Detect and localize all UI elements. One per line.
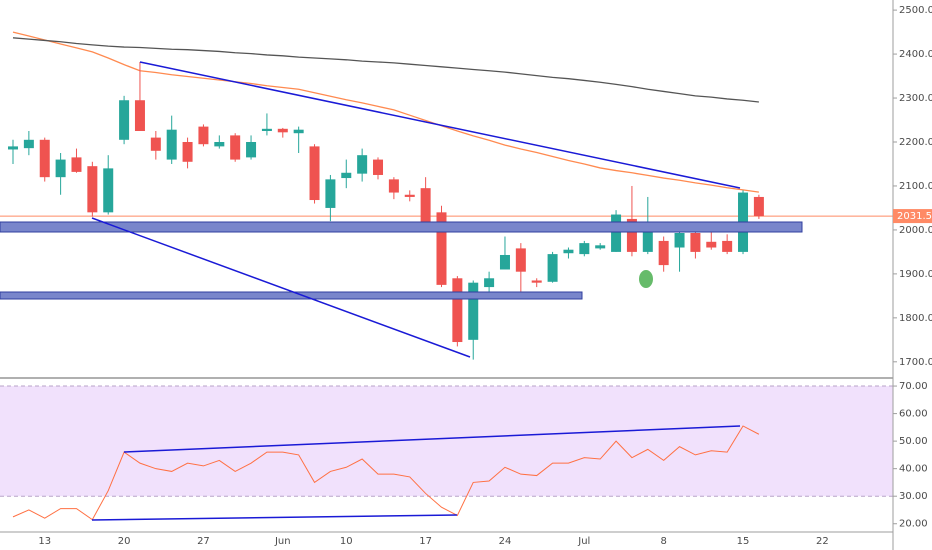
x-tick-label: 10 (340, 536, 353, 547)
candle-body (150, 137, 161, 151)
last-price-tag (893, 209, 932, 224)
price-axis-panel (893, 0, 932, 550)
candle-body (579, 243, 590, 255)
trend-line (139, 61, 741, 189)
support-zone (0, 221, 803, 233)
candle-body (388, 179, 399, 193)
x-tick-label: 8 (660, 536, 666, 547)
candle-body (182, 141, 193, 162)
y-tick-label: 40.00 (899, 464, 928, 475)
trend-line (123, 425, 741, 453)
candle-body (547, 254, 558, 282)
candle-body (55, 159, 66, 178)
drawings (0, 61, 893, 521)
trend-line (91, 217, 471, 358)
candle-body (103, 168, 114, 213)
candle-body (134, 100, 145, 132)
candle-body (452, 278, 463, 343)
y-tick-label: 1800.00 (899, 313, 932, 324)
candle-body (87, 166, 98, 213)
moving-average (12, 31, 759, 193)
candle-body (325, 179, 336, 208)
candle-body (404, 194, 415, 197)
y-tick-label: 50.00 (899, 436, 928, 447)
x-tick-label: Jul (577, 536, 590, 547)
x-tick-label: 20 (118, 536, 131, 547)
y-tick-label: 2500.00 (899, 5, 932, 16)
candle-body (261, 128, 272, 132)
candle-body (595, 245, 606, 249)
trend-line (91, 514, 458, 521)
x-tick-label: 24 (499, 536, 512, 547)
candle-body (611, 214, 622, 252)
candle-body (436, 212, 447, 285)
candle-body (626, 218, 637, 252)
candle-body (166, 129, 177, 160)
candle-body (690, 233, 701, 252)
candle-body (563, 249, 574, 254)
candle-body (753, 196, 764, 217)
candle-body (515, 248, 526, 272)
candle-body (373, 159, 384, 175)
x-tick-label: Jun (274, 536, 291, 547)
rsi-band (0, 386, 893, 497)
x-tick-label: 13 (38, 536, 51, 547)
y-tick-label: 1700.00 (899, 357, 932, 368)
y-tick-label: 70.00 (899, 381, 928, 392)
candle-body (357, 155, 368, 174)
rsi-pane (0, 385, 893, 521)
candle-body (341, 172, 352, 179)
candle-body (119, 100, 130, 140)
y-tick-label: 2100.00 (899, 181, 932, 192)
y-tick-label: 2200.00 (899, 137, 932, 148)
candle-body (420, 188, 431, 228)
candle-body (499, 254, 510, 270)
candle-body (23, 139, 34, 149)
y-tick-label: 60.00 (899, 409, 928, 420)
candle-body (468, 282, 479, 340)
candle-body (642, 232, 653, 252)
candle-body (39, 139, 50, 178)
support-zone (0, 291, 583, 300)
candle-body (230, 135, 241, 160)
y-tick-label: 20.00 (899, 519, 928, 530)
candle-body (658, 240, 669, 266)
candle-body (293, 129, 304, 134)
candle-body (8, 146, 18, 150)
x-tick-label: 17 (419, 536, 432, 547)
y-tick-label: 2300.00 (899, 93, 932, 104)
y-tick-label: 2400.00 (899, 49, 932, 60)
candle-body (309, 146, 320, 201)
candle-body (246, 141, 257, 158)
candle-body (484, 278, 495, 288)
candle-body (277, 128, 288, 133)
marker (639, 270, 653, 288)
candle-body (706, 241, 717, 248)
rsi-line (12, 425, 760, 521)
last-price-label: 2031.50 (897, 211, 932, 222)
candle-body (198, 126, 209, 145)
candle-body (722, 240, 733, 252)
candle-body (531, 280, 542, 283)
candle-body (71, 157, 82, 172)
y-tick-label: 1900.00 (899, 269, 932, 280)
y-tick-label: 30.00 (899, 491, 928, 502)
moving-average (12, 37, 759, 103)
x-tick-label: 27 (197, 536, 210, 547)
price-pane (0, 31, 893, 360)
y-tick-label: 2000.00 (899, 225, 932, 236)
candle-body (674, 233, 685, 248)
candle-body (214, 141, 225, 147)
x-tick-label: 15 (737, 536, 750, 547)
x-tick-label: 22 (816, 536, 829, 547)
